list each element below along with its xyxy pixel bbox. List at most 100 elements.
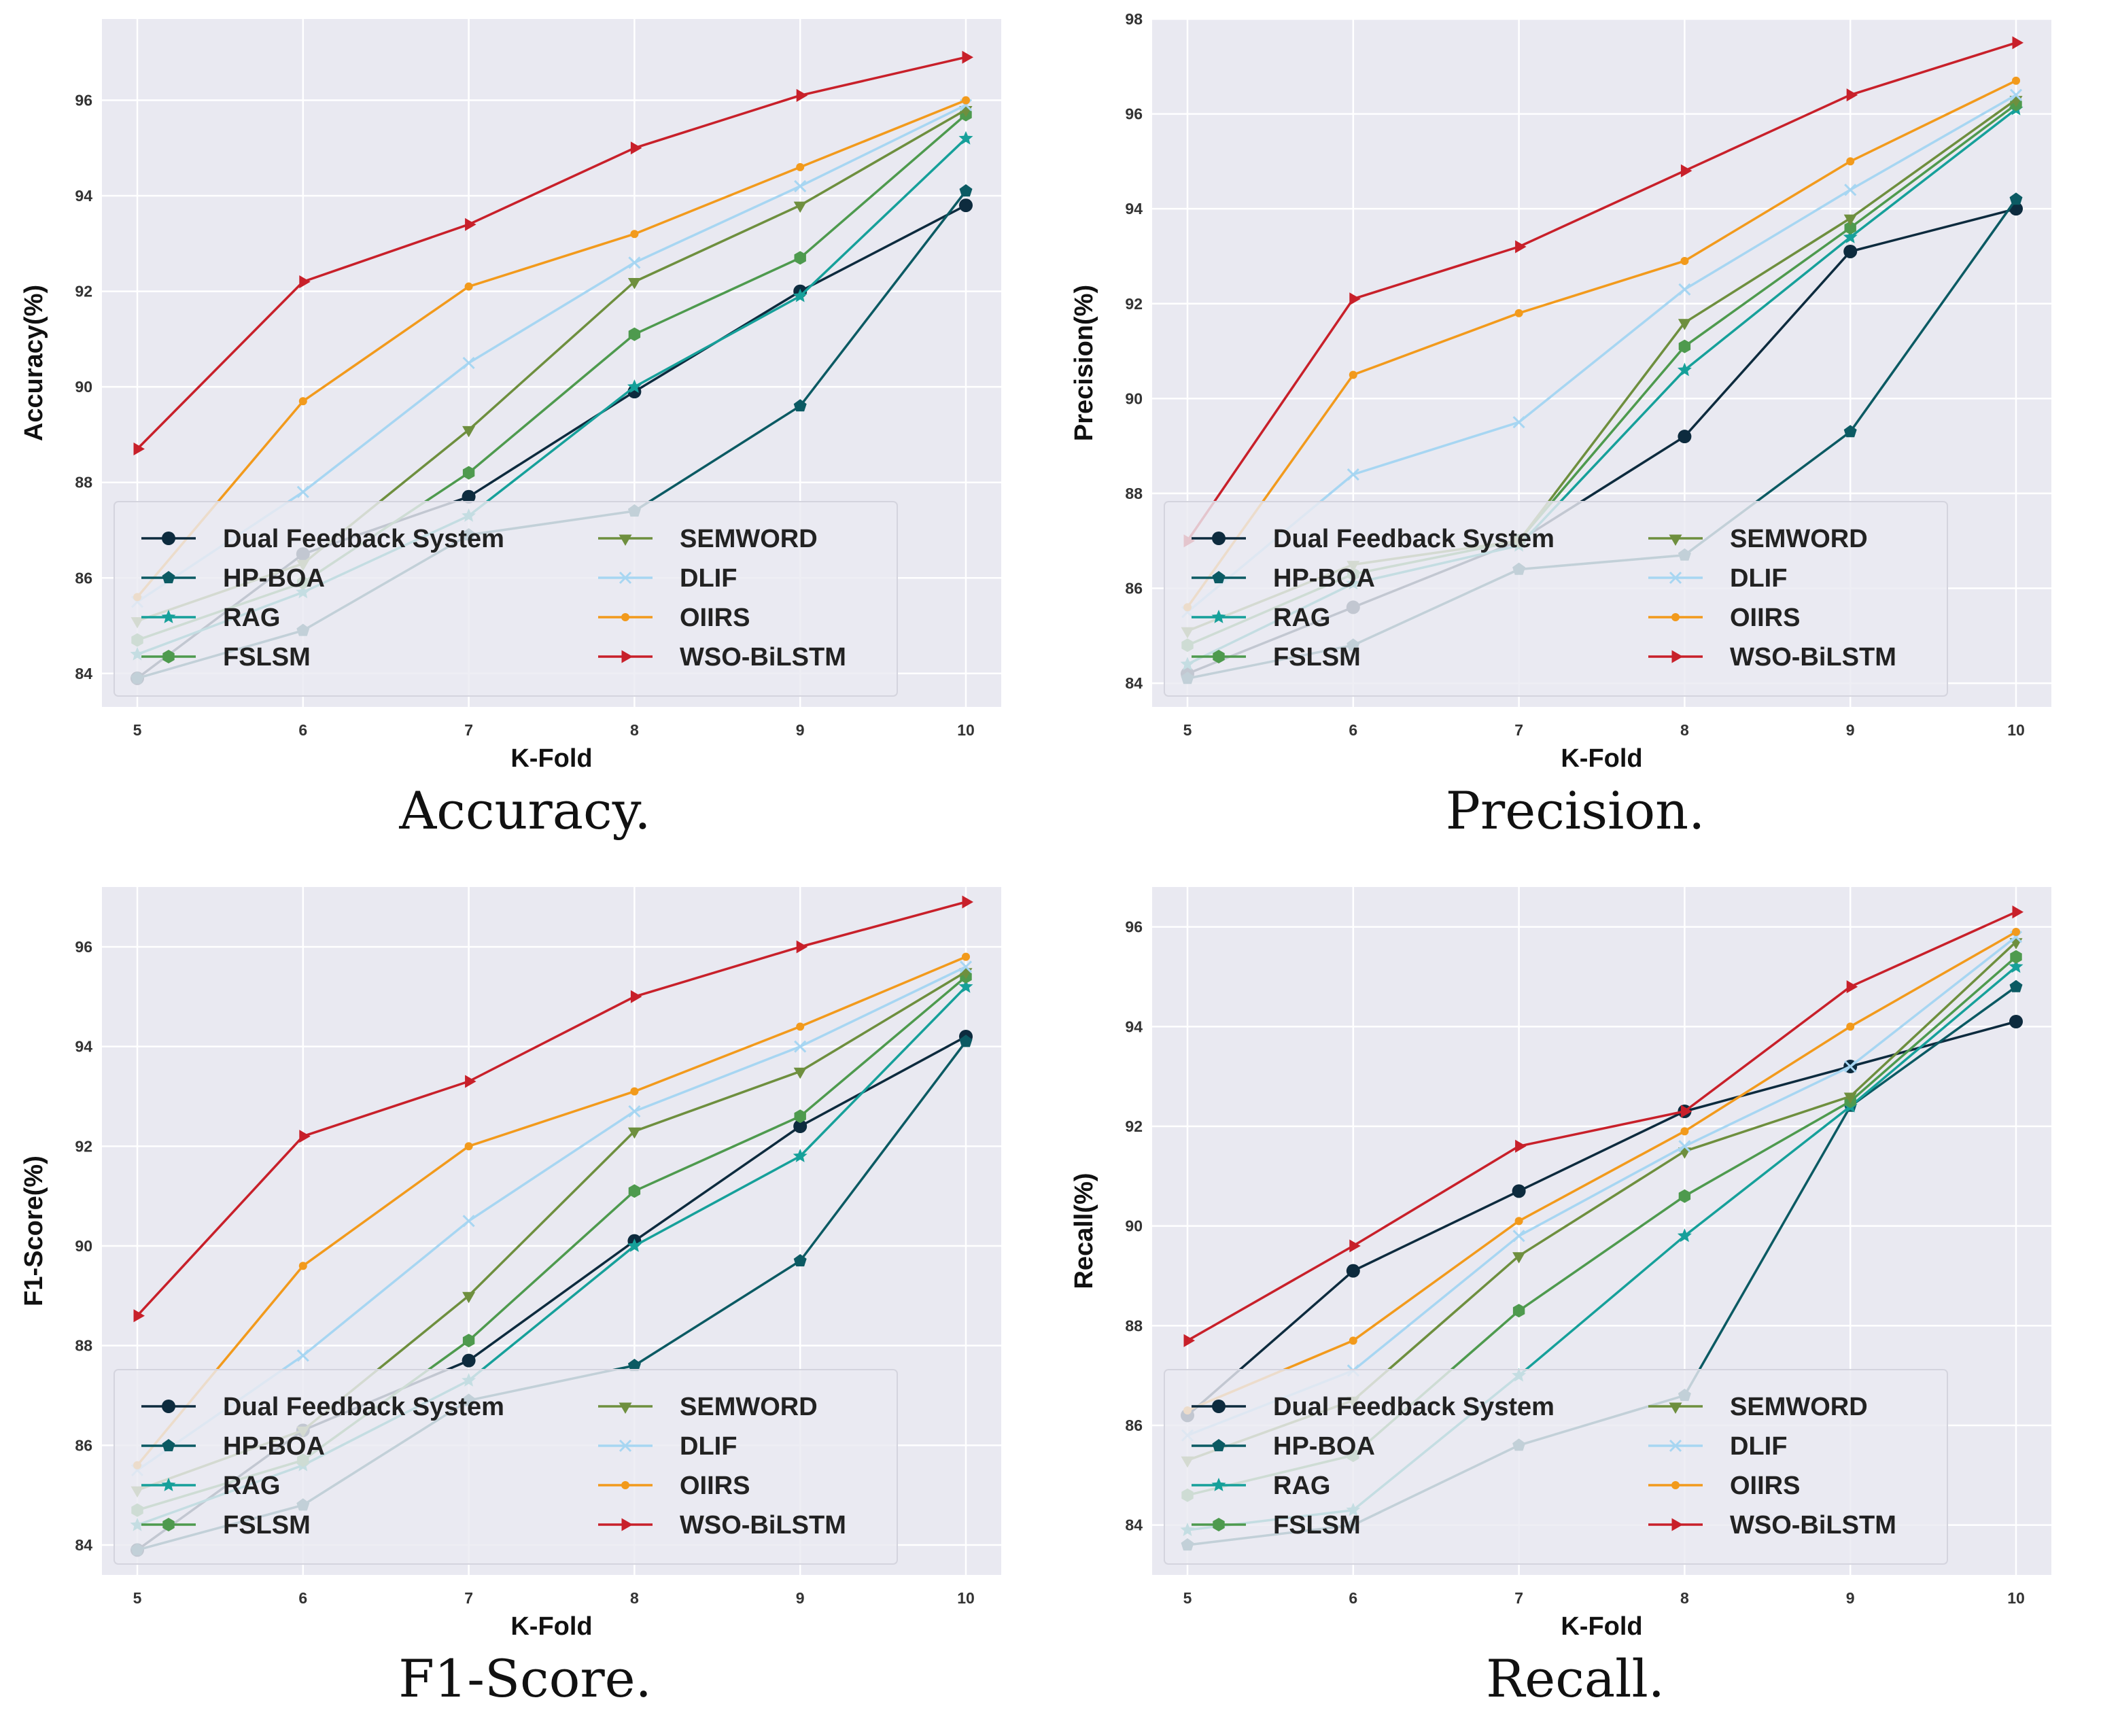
legend-item-wso-bilstm: WSO-BiLSTM xyxy=(598,1511,846,1540)
data-point xyxy=(465,1075,476,1088)
series-wso-bilstm xyxy=(1183,905,2024,1347)
legend-label: Dual Feedback System xyxy=(223,525,504,553)
x-axis-label: K-Fold xyxy=(510,744,592,773)
legend-marker xyxy=(619,571,632,585)
y-tick-label: 94 xyxy=(75,1038,92,1056)
data-point xyxy=(794,1109,806,1124)
chart-caption: Precision. xyxy=(1445,780,1705,841)
legend-marker xyxy=(162,571,175,584)
legend-label: FSLSM xyxy=(1273,1511,1361,1540)
series-line xyxy=(1187,931,2017,1412)
x-tick-label: 6 xyxy=(1349,1589,1357,1607)
x-tick-label: 5 xyxy=(133,721,142,739)
legend-box xyxy=(1164,1369,1948,1565)
legend-item-fslsm: FSLSM xyxy=(1192,1511,1361,1540)
legend-label: FSLSM xyxy=(1273,643,1361,672)
data-point xyxy=(630,230,639,239)
y-tick-label: 88 xyxy=(1125,485,1143,502)
data-point xyxy=(1514,1217,1523,1226)
legend-item-fslsm: FSLSM xyxy=(141,1511,311,1540)
data-point xyxy=(962,96,970,105)
legend: Dual Feedback System HP-BOA RAG FSLSM SEMWOR… xyxy=(114,501,898,697)
series-line xyxy=(1186,1020,2017,1417)
data-point xyxy=(2009,192,2023,205)
data-point xyxy=(1678,1140,1691,1153)
y-tick-label: 96 xyxy=(1125,105,1143,123)
legend-label: OIIRS xyxy=(1730,604,1800,632)
chart-svg: 84 86 88 90 92 94 96 5 6 7 8 9 10 K-Fold Recall(%) Dual… xyxy=(1070,887,2051,1641)
data-point xyxy=(1512,1184,1526,1198)
data-point xyxy=(1183,1334,1195,1347)
legend-item-hp-boa: HP-BOA xyxy=(141,1432,325,1461)
legend-marker xyxy=(1669,1402,1682,1414)
data-point xyxy=(1349,370,1357,379)
y-tick-label: 96 xyxy=(1125,918,1143,936)
data-point xyxy=(628,327,641,341)
legend-marker xyxy=(621,1518,633,1531)
series-wso-bilstm xyxy=(133,50,973,455)
legend-label: Dual Feedback System xyxy=(1273,525,1555,553)
legend-label: HP-BOA xyxy=(1273,564,1375,593)
data-point xyxy=(1347,468,1359,481)
data-point xyxy=(1512,1230,1525,1243)
y-axis-label: F1-Score(%) xyxy=(20,1156,48,1306)
legend-item-dual-feedback-system: Dual Feedback System xyxy=(1192,525,1555,553)
data-point xyxy=(462,1215,475,1228)
y-tick-label: 84 xyxy=(1125,1516,1143,1534)
data-point xyxy=(2012,36,2024,50)
data-point xyxy=(630,990,642,1003)
data-point xyxy=(462,466,475,480)
y-tick-label: 86 xyxy=(1125,1417,1143,1434)
series-line xyxy=(136,901,967,1317)
y-tick-label: 84 xyxy=(1125,674,1143,692)
y-tick-label: 88 xyxy=(75,474,92,491)
data-point xyxy=(1678,1189,1691,1203)
legend-item-oiirs: OIIRS xyxy=(598,1472,750,1500)
x-tick-label: 8 xyxy=(630,721,639,739)
data-point xyxy=(1514,309,1523,317)
legend-item-oiirs: OIIRS xyxy=(1648,1472,1800,1500)
x-tick-label: 5 xyxy=(1183,1589,1192,1607)
data-point xyxy=(1677,1228,1692,1243)
y-tick-label: 90 xyxy=(1125,389,1143,407)
data-point xyxy=(630,1087,639,1096)
data-point xyxy=(1349,292,1361,306)
y-tick-label: 92 xyxy=(75,283,92,300)
x-axis-label: K-Fold xyxy=(1561,744,1642,773)
y-tick-label: 94 xyxy=(75,187,92,205)
x-tick-label: 7 xyxy=(1514,1589,1523,1607)
data-point xyxy=(1843,214,1857,226)
legend-marker xyxy=(162,1518,175,1531)
y-tick-label: 88 xyxy=(1125,1317,1143,1334)
y-tick-label: 92 xyxy=(75,1137,92,1155)
data-point xyxy=(793,1119,808,1133)
data-point xyxy=(296,1349,309,1362)
data-point xyxy=(1346,1264,1360,1278)
data-point xyxy=(1349,1336,1357,1345)
x-tick-label: 7 xyxy=(464,1589,473,1607)
legend-marker xyxy=(1212,1439,1226,1452)
legend-label: WSO-BiLSTM xyxy=(1730,1511,1896,1540)
data-point xyxy=(962,50,973,64)
chart-svg: 84 86 88 90 92 94 96 5 6 7 8 9 10 K-Fold F1-Score(%) Du… xyxy=(20,887,1001,1641)
legend-marker xyxy=(161,1478,176,1491)
data-point xyxy=(1512,416,1525,429)
data-point xyxy=(959,1035,973,1047)
legend-box xyxy=(1164,501,1948,697)
legend-item-wso-bilstm: WSO-BiLSTM xyxy=(1648,643,1896,672)
data-point xyxy=(958,979,973,993)
data-point xyxy=(1512,1252,1526,1264)
data-point xyxy=(1678,339,1691,353)
series-wso-bilstm xyxy=(1183,36,2024,548)
data-point xyxy=(2012,76,2020,85)
legend-label: SEMWORD xyxy=(680,1393,818,1421)
chart-caption: F1-Score. xyxy=(398,1648,652,1709)
data-point xyxy=(133,442,145,455)
chart-panel-f1-score: 84 86 88 90 92 94 96 5 6 7 8 9 10 K-Fold F1-Score(%) Du… xyxy=(0,868,1050,1736)
x-tick-label: 9 xyxy=(796,1589,805,1607)
legend-marker xyxy=(621,1481,629,1489)
y-tick-label: 94 xyxy=(1125,1018,1143,1035)
chart-panel-accuracy: 84 86 88 90 92 94 96 5 6 7 8 9 10 K-Fold Accuracy(%) Du… xyxy=(0,0,1050,868)
legend-marker xyxy=(621,613,629,621)
data-point xyxy=(464,1142,473,1151)
